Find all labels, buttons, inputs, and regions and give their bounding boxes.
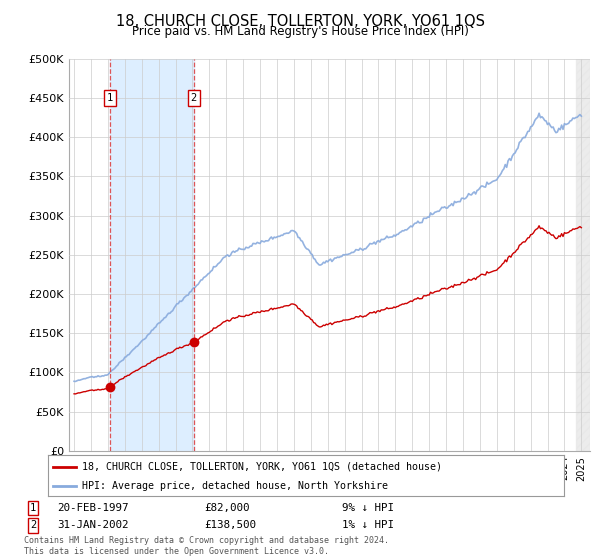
Text: 2: 2 [191,93,197,103]
Text: 2: 2 [30,520,36,530]
Text: 1: 1 [107,93,113,103]
Text: 1: 1 [30,503,36,513]
Text: 9% ↓ HPI: 9% ↓ HPI [342,503,394,513]
Text: 18, CHURCH CLOSE, TOLLERTON, YORK, YO61 1QS: 18, CHURCH CLOSE, TOLLERTON, YORK, YO61 … [115,14,485,29]
Point [189,338,199,347]
Text: HPI: Average price, detached house, North Yorkshire: HPI: Average price, detached house, Nort… [82,480,388,491]
Bar [576,59,590,451]
Text: 31-JAN-2002: 31-JAN-2002 [57,520,128,530]
Text: 20-FEB-1997: 20-FEB-1997 [57,503,128,513]
Text: Price paid vs. HM Land Registry's House Price Index (HPI): Price paid vs. HM Land Registry's House … [131,25,469,38]
Text: 18, CHURCH CLOSE, TOLLERTON, YORK, YO61 1QS (detached house): 18, CHURCH CLOSE, TOLLERTON, YORK, YO61 … [82,461,442,472]
Text: Contains HM Land Registry data © Crown copyright and database right 2024.
This d: Contains HM Land Registry data © Crown c… [24,536,389,556]
Point [105,382,115,391]
Text: 1% ↓ HPI: 1% ↓ HPI [342,520,394,530]
Text: £138,500: £138,500 [204,520,256,530]
Text: £82,000: £82,000 [204,503,250,513]
Bar [110,59,194,451]
